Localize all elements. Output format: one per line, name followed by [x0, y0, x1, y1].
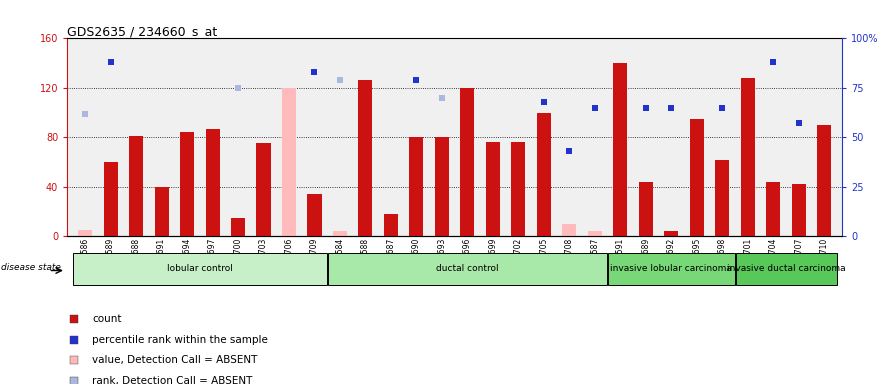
- Point: [563, 148, 577, 154]
- Bar: [384, 214, 398, 236]
- Text: invasive lobular carcinoma: invasive lobular carcinoma: [610, 264, 732, 273]
- Text: lobular control: lobular control: [167, 264, 233, 273]
- Bar: [639, 182, 653, 236]
- Bar: [256, 144, 271, 236]
- Point: [792, 120, 806, 126]
- Point: [588, 104, 602, 111]
- Point: [512, 6, 526, 12]
- Text: rank, Detection Call = ABSENT: rank, Detection Call = ABSENT: [92, 376, 253, 384]
- Point: [154, 0, 168, 2]
- Text: disease state: disease state: [2, 263, 61, 271]
- Point: [205, 0, 220, 6]
- FancyBboxPatch shape: [608, 253, 735, 285]
- Text: value, Detection Call = ABSENT: value, Detection Call = ABSENT: [92, 356, 258, 366]
- Text: percentile rank within the sample: percentile rank within the sample: [92, 335, 268, 345]
- Point: [307, 69, 322, 75]
- Bar: [282, 88, 296, 236]
- Bar: [690, 119, 704, 236]
- Point: [537, 99, 551, 105]
- Text: count: count: [92, 314, 122, 324]
- Point: [129, 0, 143, 2]
- Point: [461, 0, 475, 2]
- Bar: [104, 162, 117, 236]
- Bar: [665, 231, 678, 236]
- Point: [409, 77, 424, 83]
- Bar: [435, 137, 449, 236]
- Point: [383, 25, 398, 31]
- Bar: [358, 80, 373, 236]
- Point: [103, 59, 117, 65]
- Bar: [486, 142, 500, 236]
- Point: [664, 104, 678, 111]
- Bar: [588, 231, 602, 236]
- Bar: [307, 194, 322, 236]
- Bar: [715, 159, 729, 236]
- Point: [817, 0, 831, 6]
- Bar: [741, 78, 755, 236]
- Bar: [409, 137, 424, 236]
- Text: ductal control: ductal control: [436, 264, 499, 273]
- Bar: [129, 136, 143, 236]
- Bar: [231, 218, 245, 236]
- Point: [332, 77, 347, 83]
- Point: [486, 0, 500, 2]
- Bar: [78, 230, 92, 236]
- Point: [690, 0, 704, 6]
- Bar: [537, 113, 551, 236]
- Bar: [792, 184, 806, 236]
- Point: [715, 104, 729, 111]
- Bar: [205, 129, 220, 236]
- Bar: [461, 88, 475, 236]
- Bar: [614, 63, 627, 236]
- Bar: [333, 231, 347, 236]
- Bar: [512, 142, 525, 236]
- Point: [435, 94, 449, 101]
- Point: [766, 59, 780, 65]
- Bar: [180, 132, 194, 236]
- Point: [231, 85, 246, 91]
- Bar: [563, 224, 576, 236]
- FancyBboxPatch shape: [73, 253, 327, 285]
- Bar: [154, 187, 168, 236]
- FancyBboxPatch shape: [736, 253, 837, 285]
- Bar: [766, 182, 780, 236]
- Text: GDS2635 / 234660_s_at: GDS2635 / 234660_s_at: [67, 25, 218, 38]
- Point: [256, 6, 271, 12]
- Point: [78, 111, 92, 117]
- Point: [639, 104, 653, 111]
- Point: [180, 0, 194, 6]
- Text: invasive ductal carcinoma: invasive ductal carcinoma: [727, 264, 846, 273]
- FancyBboxPatch shape: [328, 253, 607, 285]
- Point: [613, 0, 627, 2]
- Bar: [817, 125, 831, 236]
